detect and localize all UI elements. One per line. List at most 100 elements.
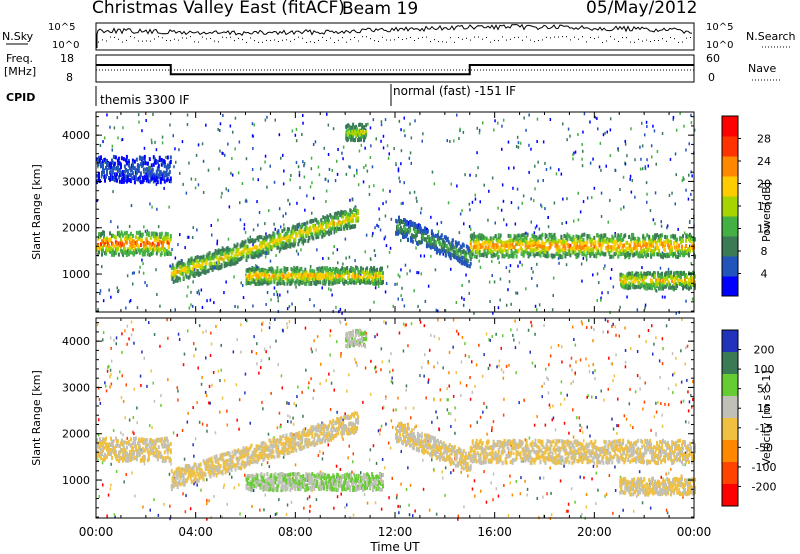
band-mark bbox=[137, 248, 140, 253]
band-mark bbox=[147, 233, 150, 238]
scatter-mark bbox=[186, 294, 188, 298]
scatter-mark bbox=[214, 431, 217, 435]
nsearch-point bbox=[262, 41, 263, 43]
band-mark bbox=[306, 220, 309, 225]
scatter-mark bbox=[645, 181, 648, 185]
scatter-mark bbox=[500, 368, 503, 372]
band-mark bbox=[529, 252, 532, 257]
scatter-mark bbox=[131, 271, 134, 275]
scatter-mark bbox=[301, 133, 303, 136]
scatter-mark bbox=[492, 311, 494, 315]
band-mark bbox=[632, 281, 635, 286]
scatter-mark bbox=[367, 122, 369, 126]
band-mark bbox=[630, 237, 633, 242]
scatter-mark bbox=[675, 128, 678, 132]
scatter-mark bbox=[342, 145, 345, 149]
band-mark bbox=[342, 214, 345, 219]
nave-tick-bottom: 0 bbox=[708, 71, 715, 84]
scatter-mark bbox=[420, 254, 422, 258]
band-mark bbox=[661, 274, 664, 279]
band-mark bbox=[400, 225, 402, 230]
scatter-mark bbox=[667, 403, 670, 407]
scatter-mark bbox=[144, 281, 146, 285]
band-mark bbox=[618, 244, 621, 249]
scatter-mark bbox=[533, 199, 535, 203]
band-mark bbox=[446, 236, 449, 241]
scatter-mark bbox=[548, 403, 551, 407]
scatter-mark bbox=[110, 220, 112, 224]
band-mark bbox=[298, 272, 301, 277]
scatter-mark bbox=[624, 349, 627, 352]
scatter-mark bbox=[660, 224, 663, 228]
band-mark bbox=[333, 224, 336, 229]
scatter-mark bbox=[371, 234, 374, 238]
band-mark bbox=[127, 252, 130, 257]
band-mark bbox=[294, 237, 297, 242]
scatter-mark bbox=[403, 181, 405, 185]
scatter-mark bbox=[142, 262, 144, 266]
band-mark bbox=[545, 239, 548, 244]
band-mark bbox=[662, 244, 665, 249]
scatter-mark bbox=[523, 116, 525, 120]
band-mark bbox=[522, 251, 525, 256]
nsearch-point bbox=[454, 41, 455, 43]
scatter-mark bbox=[545, 168, 548, 171]
scatter-mark bbox=[274, 118, 276, 122]
band-mark bbox=[626, 240, 629, 245]
band-mark bbox=[629, 252, 632, 257]
band-mark bbox=[491, 238, 494, 243]
power-ylabel: Slant Range [km] bbox=[30, 164, 43, 260]
scatter-mark bbox=[420, 272, 422, 276]
band-mark bbox=[630, 239, 633, 244]
scatter-mark bbox=[614, 465, 616, 469]
band-mark bbox=[153, 243, 156, 248]
scatter-mark bbox=[273, 222, 275, 226]
band-mark bbox=[632, 233, 635, 237]
scatter-mark bbox=[358, 149, 361, 153]
band-mark bbox=[259, 246, 262, 251]
scatter-mark bbox=[661, 337, 664, 341]
band-mark bbox=[237, 248, 240, 253]
band-mark bbox=[529, 237, 532, 242]
scatter-mark bbox=[205, 123, 207, 127]
band-mark bbox=[599, 252, 602, 257]
band-mark bbox=[100, 246, 102, 251]
band-mark bbox=[155, 232, 158, 237]
scatter-mark bbox=[128, 224, 131, 228]
nsearch-point bbox=[174, 38, 175, 40]
scatter-mark bbox=[334, 179, 337, 183]
scatter-mark bbox=[405, 388, 407, 392]
scatter-mark bbox=[684, 451, 687, 455]
scatter-mark bbox=[349, 198, 351, 202]
band-mark bbox=[477, 240, 480, 245]
scatter-mark bbox=[266, 115, 268, 119]
band-mark bbox=[340, 224, 343, 229]
scatter-mark bbox=[660, 220, 662, 224]
band-mark bbox=[128, 247, 131, 252]
band-mark bbox=[461, 255, 464, 260]
nsearch-point bbox=[566, 36, 567, 38]
band-mark bbox=[487, 245, 490, 250]
scatter-mark bbox=[690, 121, 693, 125]
scatter-mark bbox=[161, 135, 164, 139]
scatter-mark bbox=[297, 252, 299, 256]
band-mark bbox=[363, 125, 366, 130]
scatter-mark bbox=[629, 424, 632, 427]
scatter-mark bbox=[97, 433, 100, 437]
band-mark bbox=[632, 236, 635, 241]
band-mark bbox=[439, 249, 442, 254]
band-mark bbox=[402, 220, 404, 225]
band-mark bbox=[131, 158, 134, 163]
band-mark bbox=[641, 253, 644, 258]
band-mark bbox=[103, 235, 105, 240]
scatter-mark bbox=[264, 154, 267, 158]
scatter-mark bbox=[286, 322, 288, 326]
scatter-mark bbox=[603, 398, 605, 402]
band-mark bbox=[214, 249, 217, 253]
scatter-mark bbox=[495, 332, 497, 336]
scatter-mark bbox=[390, 217, 393, 221]
nsearch-label: N.Search bbox=[746, 30, 796, 43]
nsearch-point bbox=[194, 41, 195, 43]
band-mark bbox=[310, 227, 313, 232]
band-mark bbox=[647, 253, 650, 258]
